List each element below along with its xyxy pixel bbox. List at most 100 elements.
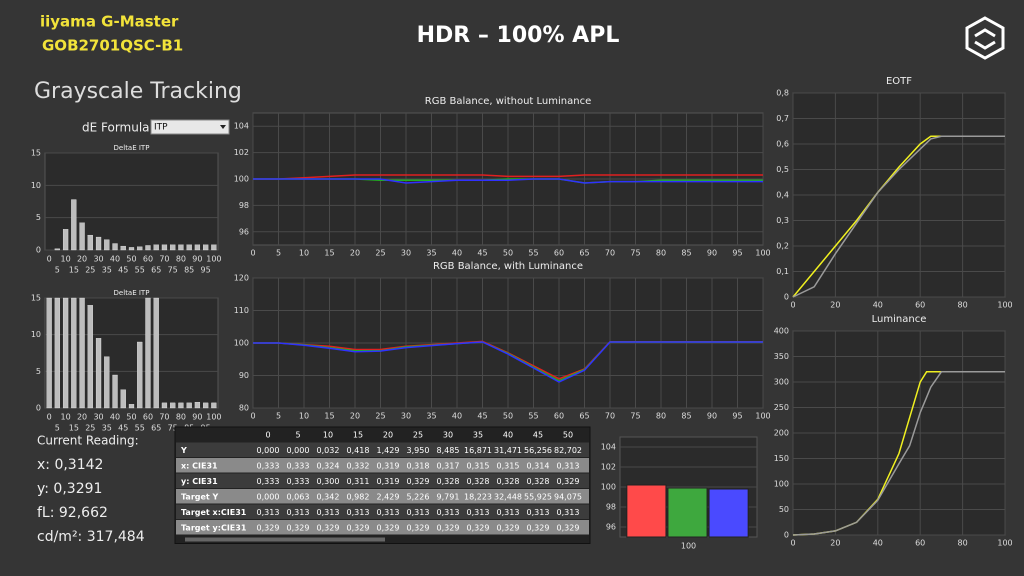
table-row [176,458,589,473]
row-label: Target x:CIE31 [181,508,247,517]
table-header: 10 [323,430,333,439]
table-cell: 0,333 [257,461,280,470]
table-cell: 82,702 [554,446,582,455]
table-cell: 0,329 [527,523,550,532]
y-tick-label: 5 [36,367,41,376]
chart-title: RGB Balance, with Luminance [433,261,583,272]
x-tick-label: 5 [276,249,281,258]
table-cell: 0,000 [257,492,280,501]
y-tick-label: 0,3 [776,216,789,225]
y-tick-label: 104 [601,443,616,452]
bar [153,297,159,409]
table-header: 50 [563,430,573,439]
table-cell: 0,418 [347,446,370,455]
y-tick-label: 400 [774,327,789,336]
bar [87,305,93,409]
table-cell: 0,313 [467,508,490,517]
table-cell: 0,329 [467,523,490,532]
table-cell: 0,313 [407,508,430,517]
table-cell: 0,333 [257,477,280,486]
table-cell: 0,313 [437,508,460,517]
y-tick-label: 98 [606,503,616,512]
table-cell: 0,313 [317,508,340,517]
x-tick-label: 40 [873,539,883,548]
x-tick-label: 80 [176,255,186,264]
table-cell: 0,315 [467,461,490,470]
y-tick-label: 102 [601,463,616,472]
x-tick-label: 25 [375,412,385,421]
table-cell: 0,311 [347,477,370,486]
x-tick-label: 20 [830,539,840,548]
scrollbar[interactable] [185,537,385,542]
table-cell: 0,342 [317,492,340,501]
table-cell: 0,329 [257,523,280,532]
x-tick-label: 30 [93,413,103,422]
de-formula-select[interactable] [150,119,230,135]
bar [87,234,93,251]
table-cell: 56,256 [524,446,552,455]
y-tick-label: 200 [774,429,789,438]
bar [194,401,201,409]
bar [178,244,184,251]
x-tick-label: 10 [299,249,309,258]
y-tick-label: 300 [774,378,789,387]
table-cell: 0,032 [317,446,340,455]
x-tick-label: 60 [915,539,925,548]
x-tick-label: 75 [630,249,640,258]
bar [708,488,749,538]
bar [211,244,217,251]
y-tick-label: 96 [239,227,249,236]
x-tick-label: 90 [192,255,202,264]
table-cell: 0,318 [407,461,430,470]
y-tick-label: 100 [774,480,789,489]
de-formula-value[interactable]: ITP [154,123,168,133]
brand: iiyama G-Master [40,13,179,31]
reading-fl: fL: 92,662 [37,505,108,521]
bar [71,199,77,251]
bar [54,248,60,251]
table-header: 30 [443,430,453,439]
table-cell: 9,791 [437,492,460,501]
table-header: 5 [295,430,300,439]
select-arrow[interactable] [220,125,226,129]
series-line [253,178,763,184]
section-title: Grayscale Tracking [34,79,242,104]
de-formula-label: dE Formula: [82,121,154,135]
x-tick-label: 40 [110,255,120,264]
page-title: HDR – 100% APL [417,23,620,48]
x-tick-label: 75 [168,424,178,433]
bar [161,402,168,409]
x-tick-label: 30 [93,255,103,264]
y-tick-label: 80 [239,404,249,413]
table-cell: 18,223 [464,492,492,501]
reading-y: y: 0,3291 [37,481,102,497]
y-tick-label: 0 [784,293,789,302]
bar [112,374,118,409]
table-cell: 0,324 [317,461,340,470]
table-cell: 0,329 [287,523,310,532]
table-cell: 55,925 [524,492,552,501]
y-tick-label: 0,6 [776,140,789,149]
table-cell: 0,317 [437,461,460,470]
x-tick-label: 60 [915,301,925,310]
plot-area [44,297,219,409]
x-tick-label: 100 [997,539,1012,548]
bar [137,341,143,409]
x-tick-label: 80 [656,249,666,258]
reading-cdm2: cd/m²: 317,484 [37,529,145,545]
table-cell: 94,075 [554,492,582,501]
x-tick-label: 70 [605,412,615,421]
x-tick-label: 25 [85,424,95,433]
table-cell: 0,313 [287,508,310,517]
series-line [792,135,1005,298]
y-tick-label: 0,7 [776,114,789,123]
table-row [176,489,589,504]
x-tick-label: 30 [401,412,411,421]
x-tick-label: 65 [579,412,589,421]
table-cell: 0,319 [377,477,400,486]
x-tick-label: 35 [426,412,436,421]
y-tick-label: 10 [31,181,41,190]
x-tick-label: 85 [184,266,194,275]
bar [54,297,60,409]
